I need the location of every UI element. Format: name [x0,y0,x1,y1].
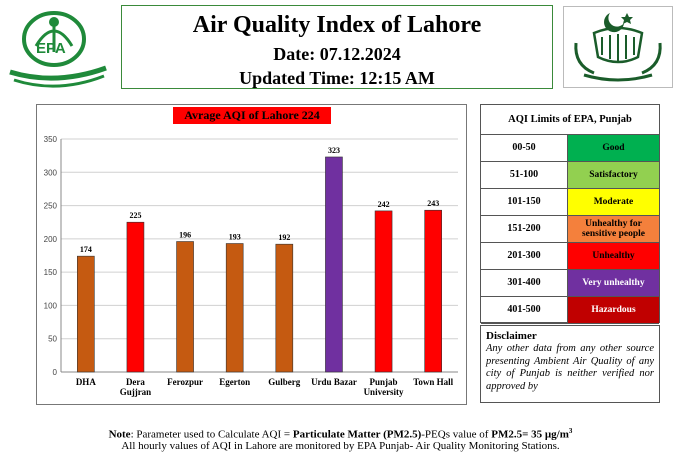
footer-note: Note: Parameter used to Calculate AQI = … [0,425,681,442]
limits-range: 151-200 [481,216,568,242]
x-tick-label: Ferozpur [167,377,203,387]
chart-title: Avrage AQI of Lahore 224 [184,108,320,122]
data-label: 193 [229,233,241,242]
data-label: 196 [179,231,191,240]
bar [126,221,145,373]
data-label: 192 [278,233,290,242]
limits-row: 301-400 Very unhealthy [481,270,659,297]
limits-row: 51-100 Satisfactory [481,162,659,189]
limits-category: Satisfactory [568,162,659,188]
bar [225,243,244,373]
bar [424,209,442,373]
y-tick-label: 200 [44,235,58,244]
x-tick-label: Punjab [370,377,398,387]
footer-monitoring-note: All hourly values of AQI in Lahore are m… [121,440,560,452]
y-tick-label: 50 [48,335,57,344]
x-tick-label: Gulberg [268,377,301,387]
limits-row: 401-500 Hazardous [481,297,659,324]
limits-category: Good [568,135,659,161]
bar [374,210,393,373]
bar [176,241,194,373]
x-tick-label: DHA [76,377,97,387]
updated-time: Updated Time: 12:15 AM [239,68,435,88]
report-date: Date: 07.12.2024 [273,44,401,64]
punjab-emblem-icon [563,6,673,88]
data-label: 242 [378,200,390,209]
y-tick-label: 300 [44,168,58,177]
y-tick-label: 350 [44,135,58,144]
y-tick-label: 0 [53,368,58,377]
note-parameter: Particulate Matter (PM2.5) [292,428,422,441]
limits-range: 301-400 [481,270,568,296]
limits-range: 401-500 [481,297,568,323]
chart-title-background [173,107,331,124]
note-label: Note [108,428,131,441]
limits-category: Unhealthy [568,243,659,269]
x-tick-label: University [364,387,404,397]
aqi-limits-table: AQI Limits of EPA, Punjab 00-50 Good 51-10… [480,104,660,324]
bar [325,156,343,373]
epa-logo: EPA [6,6,114,92]
data-label: 174 [80,245,92,254]
limits-range: 201-300 [481,243,568,269]
limits-category: Moderate [568,189,659,215]
note-superscript: 3 [568,427,573,435]
y-tick-label: 100 [44,301,58,310]
limits-category: Hazardous [568,297,659,323]
data-label: 225 [129,211,141,220]
note-peqs-value: PM2.5= 35 µg/m [491,428,569,441]
disclaimer-title: Disclaimer [486,330,537,342]
disclaimer-text: Any other data from any other source pre… [486,343,654,392]
limits-row: 151-200 Unhealthy for sensitive people [481,216,659,243]
limits-range: 101-150 [481,189,568,215]
limits-row: 101-150 Moderate [481,189,659,216]
limits-row: 201-300 Unhealthy [481,243,659,270]
x-tick-label: Dera [126,377,145,387]
bar [77,255,95,373]
limits-category: Unhealthy for sensitive people [568,216,659,242]
limits-range: 51-100 [481,162,568,188]
limits-table-title: AQI Limits of EPA, Punjab [481,105,659,135]
aqi-chart: 0 50 100 150 200 250 300 350 174 DHA 225 Dera Gujjra… [36,104,467,405]
x-tick-label: Egerton [219,377,250,387]
y-tick-label: 150 [44,268,58,277]
x-tick-label: Gujjran [120,387,152,397]
limits-range: 00-50 [481,135,568,161]
header-box: Air Quality Index of Lahore Date: 07.12.… [121,5,553,89]
svg-text:EPA: EPA [36,40,66,57]
limits-category: Very unhealthy [568,270,659,296]
limits-row: 00-50 Good [481,135,659,162]
aqi-bar-chart: 0 50 100 150 200 250 300 350 174 DHA 225 DeraGujjra… [44,135,458,397]
bar [275,243,294,373]
x-tick-label: Urdu Bazar [311,377,357,387]
page-title: Air Quality Index of Lahore [192,12,482,38]
data-label: 243 [427,199,439,208]
disclaimer-box: Disclaimer Any other data from any other… [480,325,660,403]
data-label: 323 [328,146,340,155]
x-tick-label: Town Hall [413,377,453,387]
note-pre: : Parameter used to Calculate AQI = [130,428,293,441]
note-mid: -PEQs value of [421,428,492,441]
y-tick-label: 250 [44,202,58,211]
